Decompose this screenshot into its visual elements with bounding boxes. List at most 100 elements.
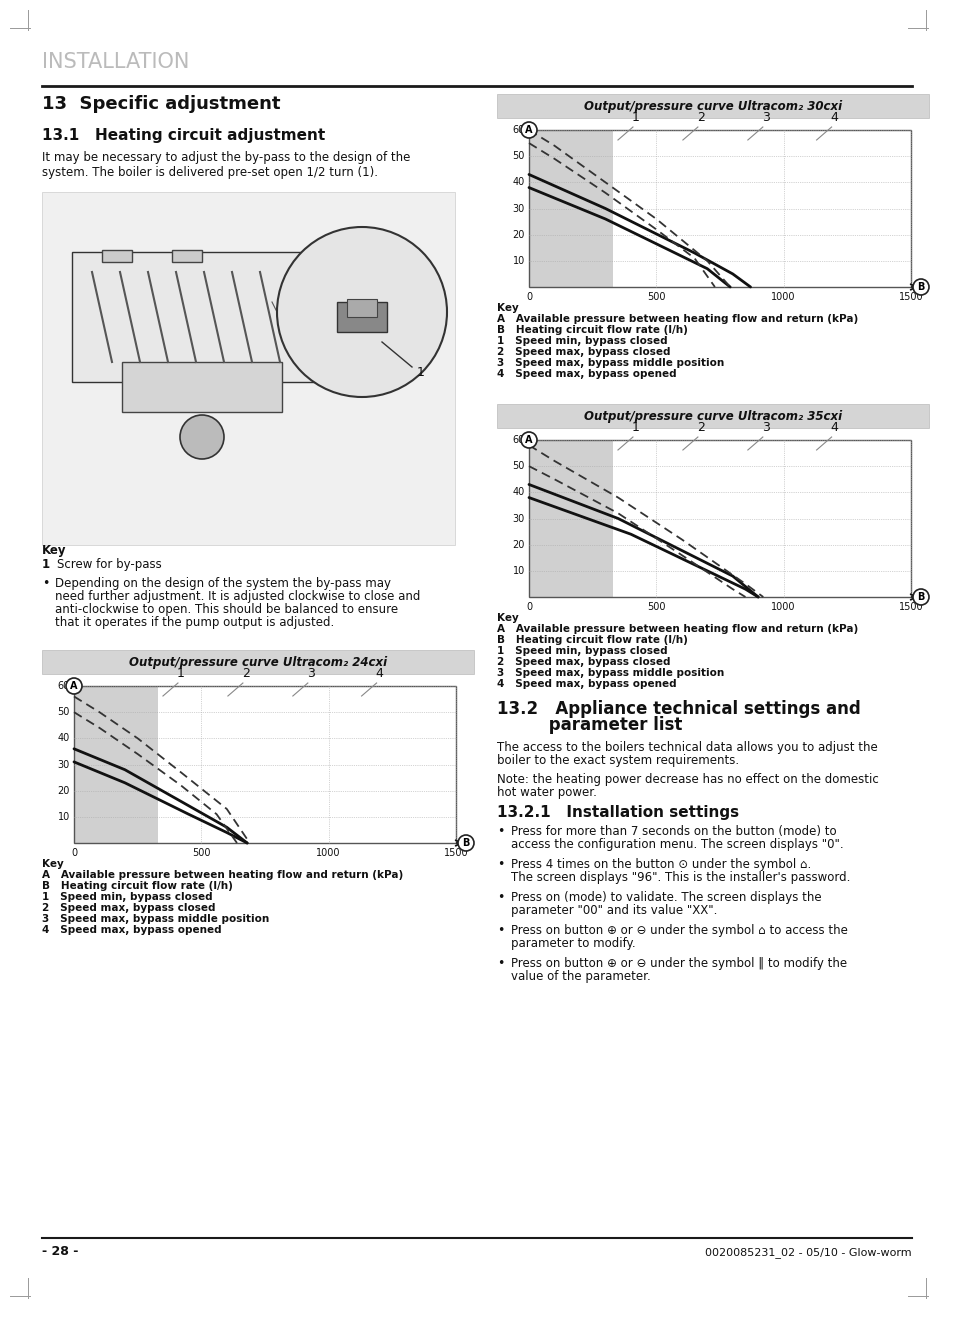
- Bar: [497, 404, 928, 428]
- Text: B: B: [462, 838, 469, 847]
- Text: A   Available pressure between heating flow and return (kPa): A Available pressure between heating flo…: [497, 314, 858, 324]
- Text: 13  Specific adjustment: 13 Specific adjustment: [42, 95, 280, 113]
- Text: 60: 60: [58, 681, 70, 691]
- Text: •: •: [497, 924, 504, 937]
- Bar: [42, 650, 474, 674]
- Text: Output/pressure curve Ultracom₂ 24cxi: Output/pressure curve Ultracom₂ 24cxi: [129, 655, 387, 669]
- Text: 3: 3: [761, 421, 769, 434]
- Text: 0: 0: [525, 293, 532, 302]
- Circle shape: [912, 279, 928, 295]
- Text: 3: 3: [307, 667, 314, 681]
- Text: 60: 60: [512, 436, 524, 445]
- Text: 1: 1: [416, 365, 424, 379]
- Text: parameter to modify.: parameter to modify.: [511, 937, 635, 951]
- Text: 40: 40: [58, 733, 70, 743]
- Circle shape: [520, 122, 537, 138]
- Text: 0: 0: [525, 602, 532, 612]
- Text: hot water power.: hot water power.: [497, 786, 597, 798]
- Text: B   Heating circuit flow rate (l/h): B Heating circuit flow rate (l/h): [42, 880, 233, 891]
- Text: Press on button ⊕ or ⊖ under the symbol ‖ to modify the: Press on button ⊕ or ⊖ under the symbol …: [511, 957, 846, 970]
- Text: access the configuration menu. The screen displays "0".: access the configuration menu. The scree…: [511, 838, 842, 851]
- Text: 1: 1: [631, 421, 639, 434]
- Text: 3: 3: [761, 111, 769, 124]
- Text: 13.2   Appliance technical settings and: 13.2 Appliance technical settings and: [497, 700, 860, 718]
- Text: 30: 30: [512, 204, 524, 213]
- Bar: [347, 299, 376, 316]
- Text: 20: 20: [512, 229, 524, 240]
- Text: 40: 40: [512, 177, 524, 187]
- Bar: [42, 192, 455, 545]
- Text: Output/pressure curve Ultracom₂ 35cxi: Output/pressure curve Ultracom₂ 35cxi: [583, 410, 841, 422]
- Text: parameter "00" and its value "XX".: parameter "00" and its value "XX".: [511, 904, 717, 918]
- Text: 500: 500: [192, 847, 211, 858]
- Text: value of the parameter.: value of the parameter.: [511, 970, 650, 982]
- Text: 30: 30: [58, 760, 70, 769]
- Text: 50: 50: [512, 151, 524, 162]
- Text: 2: 2: [697, 111, 704, 124]
- Bar: [529, 440, 910, 597]
- Text: 1   Speed min, bypass closed: 1 Speed min, bypass closed: [497, 336, 667, 346]
- Text: 1: 1: [42, 557, 51, 571]
- Bar: [74, 686, 158, 843]
- Text: 4: 4: [375, 667, 383, 681]
- Text: A: A: [71, 681, 77, 691]
- Bar: [102, 250, 132, 262]
- Circle shape: [520, 432, 537, 448]
- Text: 500: 500: [646, 602, 665, 612]
- Text: Press on (mode) to validate. The screen displays the: Press on (mode) to validate. The screen …: [511, 891, 821, 904]
- Text: 50: 50: [57, 707, 70, 718]
- Text: Key: Key: [497, 613, 518, 624]
- Text: 1   Speed min, bypass closed: 1 Speed min, bypass closed: [497, 646, 667, 655]
- Circle shape: [276, 226, 447, 397]
- Bar: [172, 250, 202, 262]
- Text: It may be necessary to adjust the by-pass to the design of the: It may be necessary to adjust the by-pas…: [42, 151, 410, 164]
- Bar: [74, 686, 456, 843]
- Text: 500: 500: [646, 293, 665, 302]
- Text: 10: 10: [512, 256, 524, 266]
- Text: •: •: [497, 957, 504, 970]
- Text: 20: 20: [512, 540, 524, 549]
- Bar: [122, 361, 282, 412]
- Text: 2   Speed max, bypass closed: 2 Speed max, bypass closed: [497, 657, 670, 667]
- Text: 0020085231_02 - 05/10 - Glow-worm: 0020085231_02 - 05/10 - Glow-worm: [704, 1247, 911, 1258]
- Text: that it operates if the pump output is adjusted.: that it operates if the pump output is a…: [55, 616, 334, 629]
- Text: 1500: 1500: [898, 293, 923, 302]
- Text: 4: 4: [830, 421, 838, 434]
- Text: INSTALLATION: INSTALLATION: [42, 52, 190, 71]
- Text: system. The boiler is delivered pre-set open 1/2 turn (1).: system. The boiler is delivered pre-set …: [42, 166, 377, 179]
- Text: 2: 2: [697, 421, 704, 434]
- Bar: [71, 252, 332, 383]
- Bar: [497, 94, 928, 118]
- Text: 1: 1: [177, 667, 185, 681]
- Bar: [336, 302, 387, 332]
- Text: 40: 40: [512, 487, 524, 498]
- Text: •: •: [497, 825, 504, 838]
- Text: Press for more than 7 seconds on the button (mode) to: Press for more than 7 seconds on the but…: [511, 825, 836, 838]
- Text: B   Heating circuit flow rate (l/h): B Heating circuit flow rate (l/h): [497, 636, 687, 645]
- Text: Key: Key: [497, 303, 518, 312]
- Bar: [529, 130, 910, 287]
- Circle shape: [66, 678, 82, 694]
- Text: Key: Key: [42, 544, 67, 557]
- Circle shape: [457, 835, 474, 851]
- Text: B: B: [917, 282, 923, 293]
- Text: A: A: [525, 124, 532, 135]
- Text: •: •: [497, 858, 504, 871]
- Text: 3   Speed max, bypass middle position: 3 Speed max, bypass middle position: [497, 357, 723, 368]
- Text: •: •: [42, 577, 50, 591]
- Text: 2   Speed max, bypass closed: 2 Speed max, bypass closed: [42, 903, 215, 914]
- Text: 1000: 1000: [771, 602, 795, 612]
- Text: 4   Speed max, bypass opened: 4 Speed max, bypass opened: [42, 925, 221, 935]
- Text: 1   Speed min, bypass closed: 1 Speed min, bypass closed: [42, 892, 213, 902]
- Circle shape: [180, 414, 224, 459]
- Text: Press on button ⊕ or ⊖ under the symbol ⌂ to access the: Press on button ⊕ or ⊖ under the symbol …: [511, 924, 847, 937]
- Text: 2: 2: [242, 667, 250, 681]
- Text: Screw for by-pass: Screw for by-pass: [57, 557, 162, 571]
- Text: Key: Key: [42, 859, 64, 869]
- Text: - 28 -: - 28 -: [42, 1245, 78, 1258]
- Text: anti-clockwise to open. This should be balanced to ensure: anti-clockwise to open. This should be b…: [55, 602, 397, 616]
- Circle shape: [912, 589, 928, 605]
- Text: 60: 60: [512, 124, 524, 135]
- Text: •: •: [497, 891, 504, 904]
- Text: 1000: 1000: [316, 847, 340, 858]
